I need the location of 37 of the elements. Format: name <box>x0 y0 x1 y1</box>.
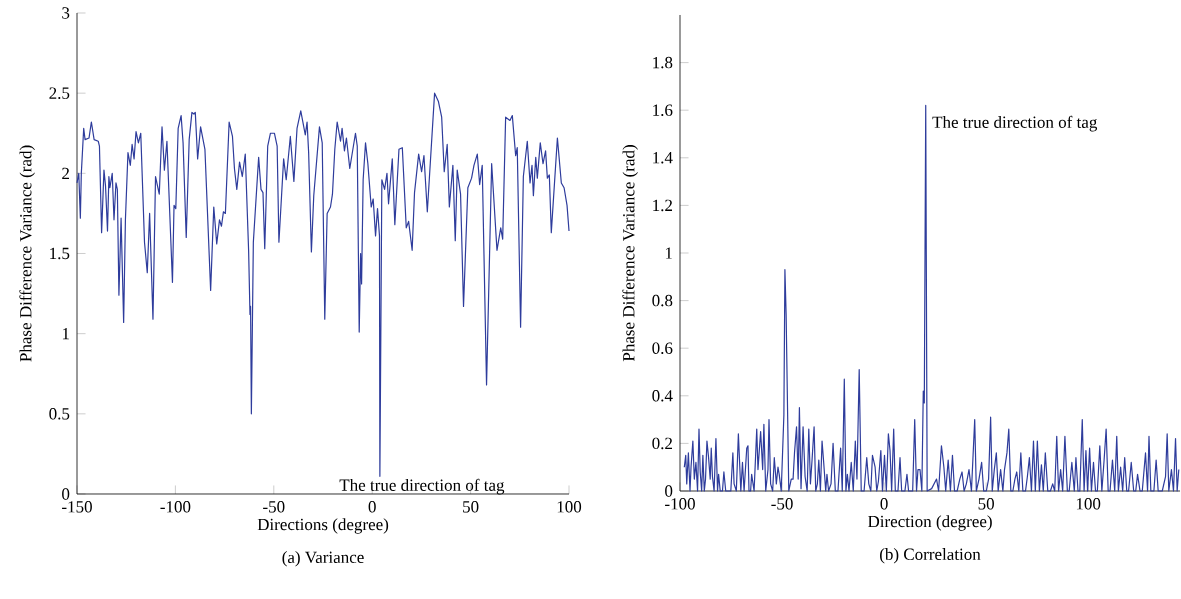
annotation: The true direction of tag <box>932 115 1098 132</box>
y-tick-label: 1 <box>62 328 69 340</box>
y-tick-label: 1.8 <box>653 56 673 69</box>
y-tick-label: 0 <box>665 485 673 497</box>
text: (a) Variance <box>282 551 364 567</box>
y-tick-label: 0.2 <box>652 437 673 450</box>
x-tick-label: 0 <box>368 501 376 513</box>
x-axis-title: Directions (degree) <box>257 518 389 534</box>
x-tick-label: -50 <box>263 501 285 513</box>
x-tick-label: -150 <box>62 501 92 513</box>
y-tick-label: 2.5 <box>49 87 70 99</box>
annotation: The true direction of tag <box>339 478 505 495</box>
x-tick-label: 50 <box>463 501 479 513</box>
x-tick-label: 100 <box>557 501 582 513</box>
y-tick-label: 1.2 <box>653 199 673 212</box>
x-tick-label: 0 <box>880 498 888 510</box>
line-series <box>76 92 570 477</box>
y-axis-title: Phase Difference Variance (rad) <box>622 145 638 362</box>
x-axis-title: Direction (degree) <box>867 515 992 531</box>
y-tick-label: 1.6 <box>653 104 673 116</box>
y-tick-label: 0.6 <box>652 342 673 354</box>
y-tick-label: 0.4 <box>652 390 673 402</box>
x-tick-label: 100 <box>1076 498 1101 510</box>
y-tick-label: 0.8 <box>652 294 673 307</box>
y-tick-label: 0.5 <box>49 408 70 420</box>
y-tick-label: 1 <box>665 247 672 259</box>
x-tick-label: -100 <box>665 498 695 510</box>
y-tick-label: 0 <box>62 488 70 500</box>
x-tick-label: -100 <box>160 501 191 513</box>
y-tick-label: 3 <box>62 7 70 19</box>
y-tick-label: 1.5 <box>50 247 70 260</box>
y-axis-title: Phase Difference Variance (rad) <box>19 145 35 362</box>
y-tick-label: 2 <box>62 167 69 179</box>
x-tick-label: 50 <box>978 498 994 510</box>
x-tick-label: -50 <box>771 498 793 510</box>
text: (b) Correlation <box>880 548 981 564</box>
y-tick-label: 1.4 <box>653 152 673 164</box>
